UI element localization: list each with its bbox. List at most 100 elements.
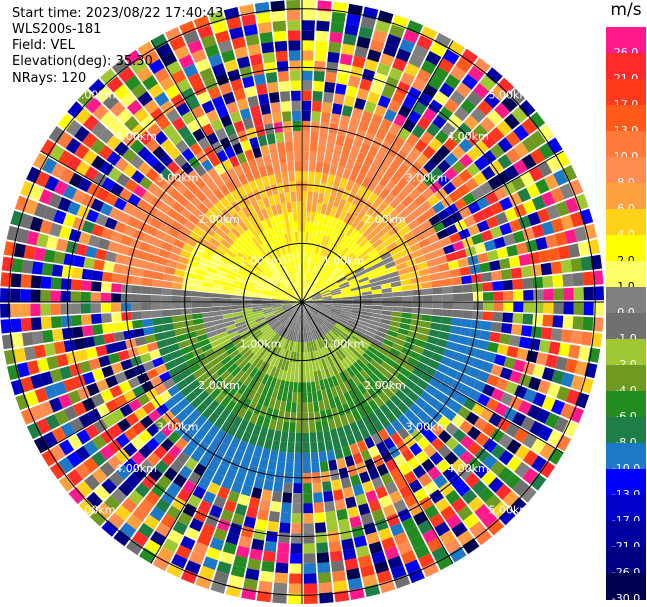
velocity-cell [460,98,476,114]
velocity-cell [265,365,274,376]
velocity-cell [487,518,505,536]
velocity-cell [402,396,415,409]
velocity-cell [511,176,526,191]
velocity-cell [151,317,163,326]
velocity-cell [176,451,190,465]
velocity-cell [231,302,242,306]
velocity-cell [335,165,345,178]
velocity-cell [452,302,464,310]
velocity-cell [389,275,401,283]
velocity-cell [414,139,428,153]
velocity-cell [184,374,197,385]
velocity-cell [437,159,451,174]
velocity-cell [339,528,353,541]
velocity-cell [310,131,319,142]
velocity-cell [15,394,30,411]
velocity-cell [85,246,98,258]
velocity-cell [159,167,174,181]
velocity-cell [413,487,429,502]
velocity-cell [539,461,556,478]
velocity-cell [211,297,222,302]
velocity-cell [75,463,91,480]
velocity-cell [352,161,363,173]
velocity-cell [318,213,325,225]
velocity-cell [535,352,549,366]
velocity-cell [444,152,459,167]
velocity-cell [0,272,12,287]
velocity-cell [262,291,273,296]
velocity-cell [286,243,292,254]
velocity-cell [261,303,272,307]
velocity-cell [277,337,284,347]
velocity-cell [479,75,496,92]
velocity-cell [140,302,152,311]
velocity-cell [375,242,387,253]
velocity-cell [324,500,336,513]
velocity-cell [232,353,243,363]
velocity-cell [370,285,382,291]
velocity-cell [205,383,217,395]
velocity-cell [230,565,246,578]
velocity-cell [123,442,138,457]
velocity-cell [492,281,503,291]
velocity-cell [51,328,64,342]
velocity-cell [361,241,372,251]
velocity-cell [302,221,306,232]
velocity-cell [206,330,218,339]
velocity-cell [142,360,155,372]
velocity-cell [201,100,215,114]
velocity-cell [342,445,352,458]
velocity-cell [40,276,52,289]
velocity-cell [504,164,520,180]
velocity-cell [459,384,473,397]
velocity-cell [333,396,342,408]
velocity-cell [420,26,438,42]
velocity-cell [21,332,34,347]
velocity-cell [239,267,250,275]
velocity-cell [48,193,63,209]
velocity-cell [216,212,228,224]
velocity-cell [430,272,442,281]
velocity-cell [392,296,403,302]
velocity-cell [362,391,373,403]
velocity-cell [433,370,446,382]
velocity-cell [312,482,322,493]
velocity-cell [191,296,202,302]
velocity-cell [20,289,31,302]
velocity-cell [225,400,237,412]
velocity-cell [327,51,340,64]
velocity-cell [131,83,147,99]
velocity-cell [427,233,440,244]
velocity-cell [103,333,115,344]
velocity-cell [91,270,103,281]
velocity-cell [208,424,220,438]
velocity-cell [124,178,139,193]
velocity-cell [302,302,312,306]
velocity-cell [302,452,311,464]
velocity-cell [550,218,565,233]
velocity-cell [275,324,283,334]
velocity-cell [116,108,133,124]
velocity-cell [303,493,313,504]
velocity-cell [171,289,182,296]
velocity-cell [246,506,258,519]
velocity-cell [377,95,391,109]
velocity-cell [252,223,262,235]
velocity-cell [539,442,555,460]
velocity-cell [113,197,127,211]
velocity-cell [340,247,349,257]
velocity-cell [291,331,296,342]
velocity-cell [130,451,146,466]
velocity-cell [344,23,359,36]
velocity-cell [257,134,268,147]
velocity-cell [373,395,385,408]
velocity-cell [547,430,563,447]
velocity-cell [343,95,356,108]
velocity-cell [252,306,263,310]
velocity-cell [348,257,359,267]
velocity-cell [14,347,27,363]
velocity-cell [181,87,196,102]
velocity-cell [185,265,197,274]
velocity-cell [126,514,143,530]
